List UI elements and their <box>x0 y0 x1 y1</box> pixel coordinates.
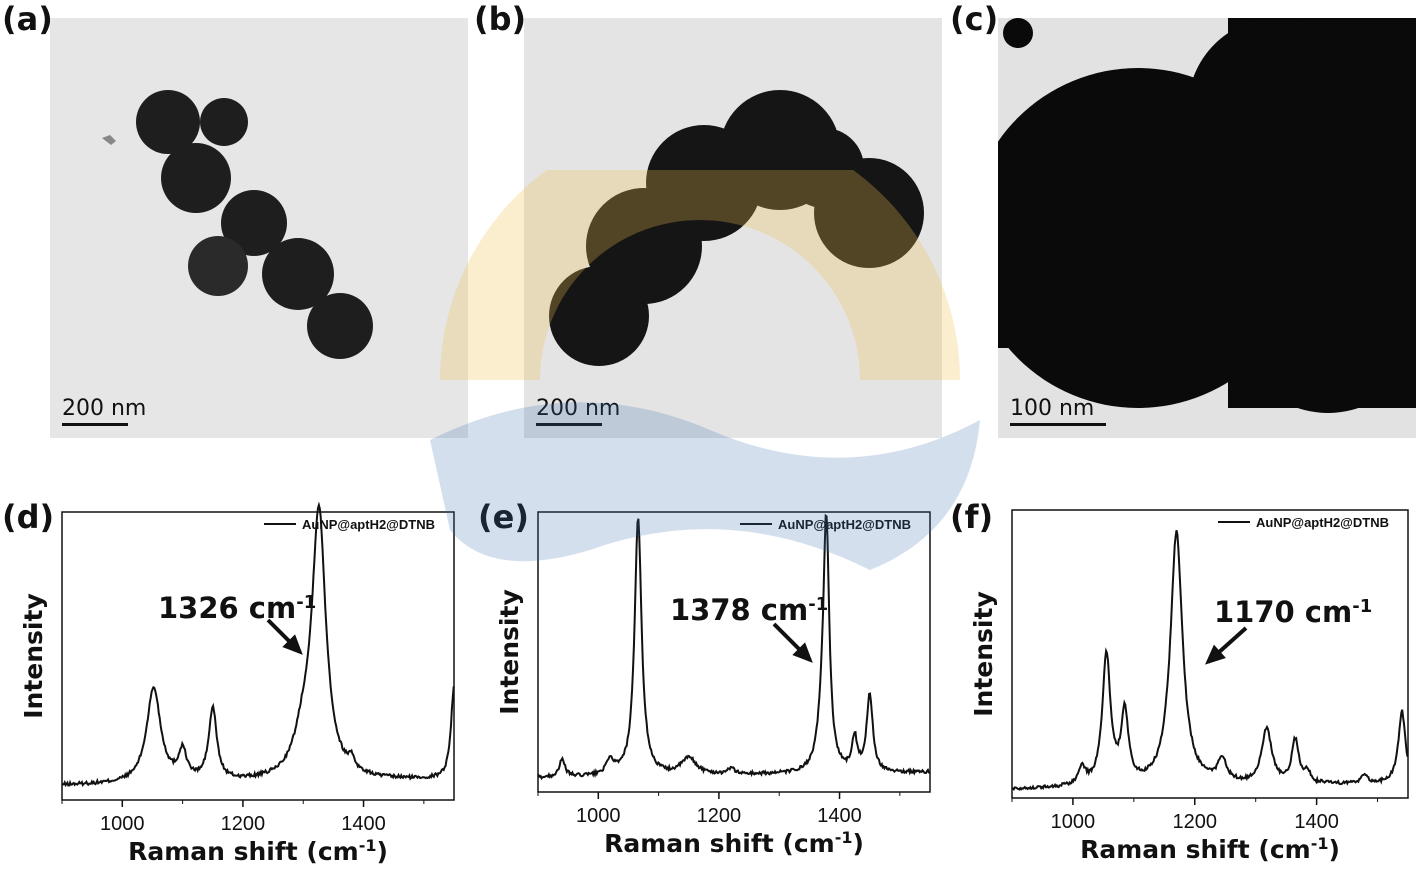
annotation-arrowhead <box>1205 644 1226 665</box>
x-tick-label: 1000 <box>1051 811 1096 833</box>
spectrum-line <box>1011 529 1409 791</box>
panel-label-d: (d) <box>2 498 55 536</box>
scale-label-c: 100 nm <box>1010 396 1095 421</box>
x-axis-label: Raman shift (cm-1) <box>1080 834 1340 865</box>
x-tick-label: 1200 <box>697 805 742 827</box>
x-tick-label: 1200 <box>221 813 266 835</box>
x-axis-label: Raman shift (cm-1) <box>604 828 864 859</box>
panel-label-c: (c) <box>950 0 999 38</box>
panel-label-a: (a) <box>2 0 53 38</box>
peak-annotation: 1170 cm-1 <box>1214 595 1372 629</box>
scale-bar-c: 100 nm <box>1010 396 1106 426</box>
plot-frame <box>61 511 455 801</box>
tem-image-b: 200 nm <box>524 18 942 438</box>
x-tick-label: 1000 <box>576 805 621 827</box>
panel-label-e: (e) <box>478 498 529 536</box>
x-tick-label: 1400 <box>817 805 862 827</box>
peak-annotation: 1326 cm-1 <box>158 591 316 625</box>
x-tick-label: 1400 <box>341 813 386 835</box>
annotation-arrowhead <box>282 634 303 655</box>
spectrum-line <box>61 501 455 788</box>
y-axis-label: Intensity <box>495 589 524 715</box>
x-axis-label: Raman shift (cm-1) <box>128 836 388 867</box>
annotation-arrowhead <box>792 642 813 663</box>
scale-bar-a: 200 nm <box>62 396 146 426</box>
plot-frame <box>537 511 931 793</box>
y-axis-label: Intensity <box>969 591 998 717</box>
spectrum-line <box>537 513 931 781</box>
tem-image-a: 200 nm <box>50 18 468 438</box>
legend-label: AuNP@aptH2@DTNB <box>778 517 911 532</box>
peak-annotation: 1378 cm-1 <box>670 593 828 627</box>
scale-label-b: 200 nm <box>536 396 621 421</box>
panel-label-f: (f) <box>950 498 994 536</box>
scale-bar-b: 200 nm <box>536 396 620 426</box>
panel-label-b: (b) <box>474 0 527 38</box>
tem-image-c: 100 nm <box>998 18 1416 438</box>
legend-label: AuNP@aptH2@DTNB <box>1256 515 1389 530</box>
scale-label-a: 200 nm <box>62 396 147 421</box>
plot-frame <box>1011 509 1409 799</box>
x-tick-label: 1200 <box>1173 811 1218 833</box>
x-tick-label: 1000 <box>100 813 145 835</box>
x-tick-label: 1400 <box>1294 811 1339 833</box>
y-axis-label: Intensity <box>19 593 48 719</box>
legend-label: AuNP@aptH2@DTNB <box>302 517 435 532</box>
